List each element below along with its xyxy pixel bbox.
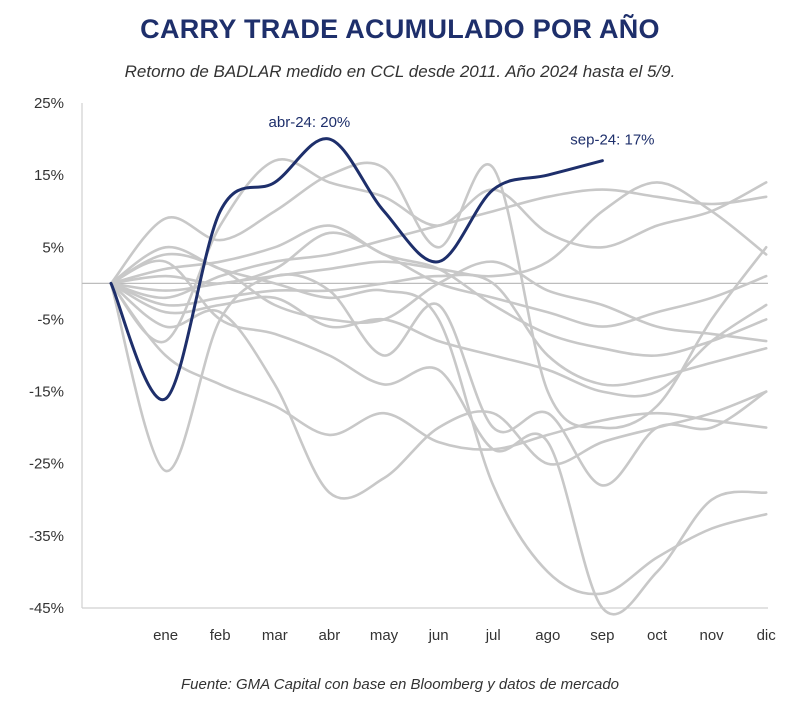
chart-axes: 25% 15% 5% -5% -15% -25% -35% -45% ene feb mar abr m… bbox=[29, 95, 776, 644]
y-tick-label: 15% bbox=[34, 167, 64, 184]
background-series-line bbox=[109, 273, 768, 387]
background-series-line bbox=[109, 282, 768, 500]
x-tick-label: nov bbox=[700, 627, 725, 644]
x-tick-label: feb bbox=[210, 627, 231, 644]
y-tick-label: -45% bbox=[29, 600, 64, 617]
chart-title: CARRY TRADE ACUMULADO POR AÑO bbox=[140, 14, 660, 44]
x-tick-label: mar bbox=[262, 627, 288, 644]
x-tick-label: ene bbox=[153, 627, 178, 644]
background-series-line bbox=[109, 259, 768, 616]
background-series-line bbox=[109, 273, 768, 487]
chart-subtitle: Retorno de BADLAR medido en CCL desde 20… bbox=[124, 62, 676, 81]
background-series-line bbox=[109, 188, 768, 300]
x-tick-label: oct bbox=[647, 627, 668, 644]
annotation-label: abr-24: 20% bbox=[269, 114, 351, 131]
background-series-line bbox=[109, 252, 768, 343]
y-tick-label: -35% bbox=[29, 528, 64, 545]
x-tick-label: sep bbox=[590, 627, 614, 644]
y-tick-label: 25% bbox=[34, 95, 64, 112]
x-tick-label: ago bbox=[535, 627, 560, 644]
background-series-line bbox=[109, 161, 768, 430]
highlight-series-line-2024 bbox=[109, 137, 604, 402]
y-tick-label: 5% bbox=[42, 239, 64, 256]
chart-source: Fuente: GMA Capital con base en Bloomber… bbox=[180, 676, 620, 693]
annotation-label: sep-24: 17% bbox=[570, 132, 654, 149]
background-series-line bbox=[109, 282, 768, 398]
x-tick-label: jun bbox=[428, 627, 449, 644]
y-tick-label: -25% bbox=[29, 456, 64, 473]
highlight-series-group bbox=[109, 137, 604, 402]
x-tick-label: jul bbox=[485, 627, 501, 644]
x-tick-label: may bbox=[370, 627, 399, 644]
background-series-group bbox=[109, 158, 768, 616]
x-tick-label: dic bbox=[757, 627, 777, 644]
y-tick-label: -15% bbox=[29, 384, 64, 401]
background-series-line bbox=[109, 158, 768, 344]
y-tick-label: -5% bbox=[37, 311, 64, 328]
background-series-line bbox=[109, 282, 768, 451]
x-tick-label: abr bbox=[319, 627, 341, 644]
annotations-group: abr-24: 20% sep-24: 17% bbox=[269, 114, 655, 149]
